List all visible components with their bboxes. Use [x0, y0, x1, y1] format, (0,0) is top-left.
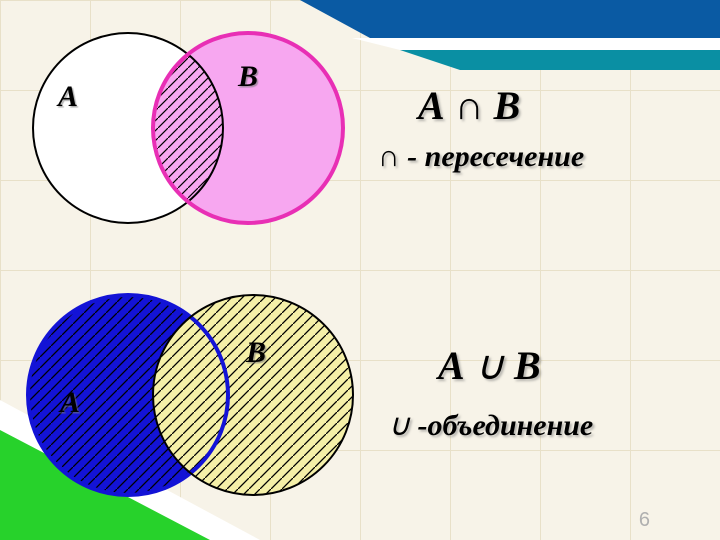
union-operator-icon: ∪ [388, 409, 410, 442]
intersection-operator-icon: ∩ [455, 84, 484, 128]
formula-a: А [418, 83, 445, 128]
formula-b: В [514, 343, 541, 388]
intersection-word: - пересечение [400, 140, 584, 173]
label-a-top: А [58, 80, 78, 114]
desc-union: ∪ -объединение [388, 408, 593, 443]
venn-intersection [18, 18, 368, 248]
intersection-operator-icon: ∩ [378, 140, 400, 173]
union-operator-icon: ∪ [475, 344, 504, 388]
page-number: 6 [639, 509, 650, 532]
label-b-top: В [238, 60, 258, 94]
formula-union: А ∪ В [438, 342, 541, 389]
slide-content: А В А ∩ В ∩ - пересечение А В А ∪ В [0, 0, 720, 540]
formula-a: А [438, 343, 465, 388]
label-b-bottom: В [246, 336, 266, 370]
label-a-bottom: А [60, 386, 80, 420]
formula-intersection: А ∩ В [418, 82, 520, 129]
union-word: -объединение [410, 409, 593, 442]
formula-b: В [494, 83, 521, 128]
desc-intersection: ∩ - пересечение [378, 140, 584, 174]
